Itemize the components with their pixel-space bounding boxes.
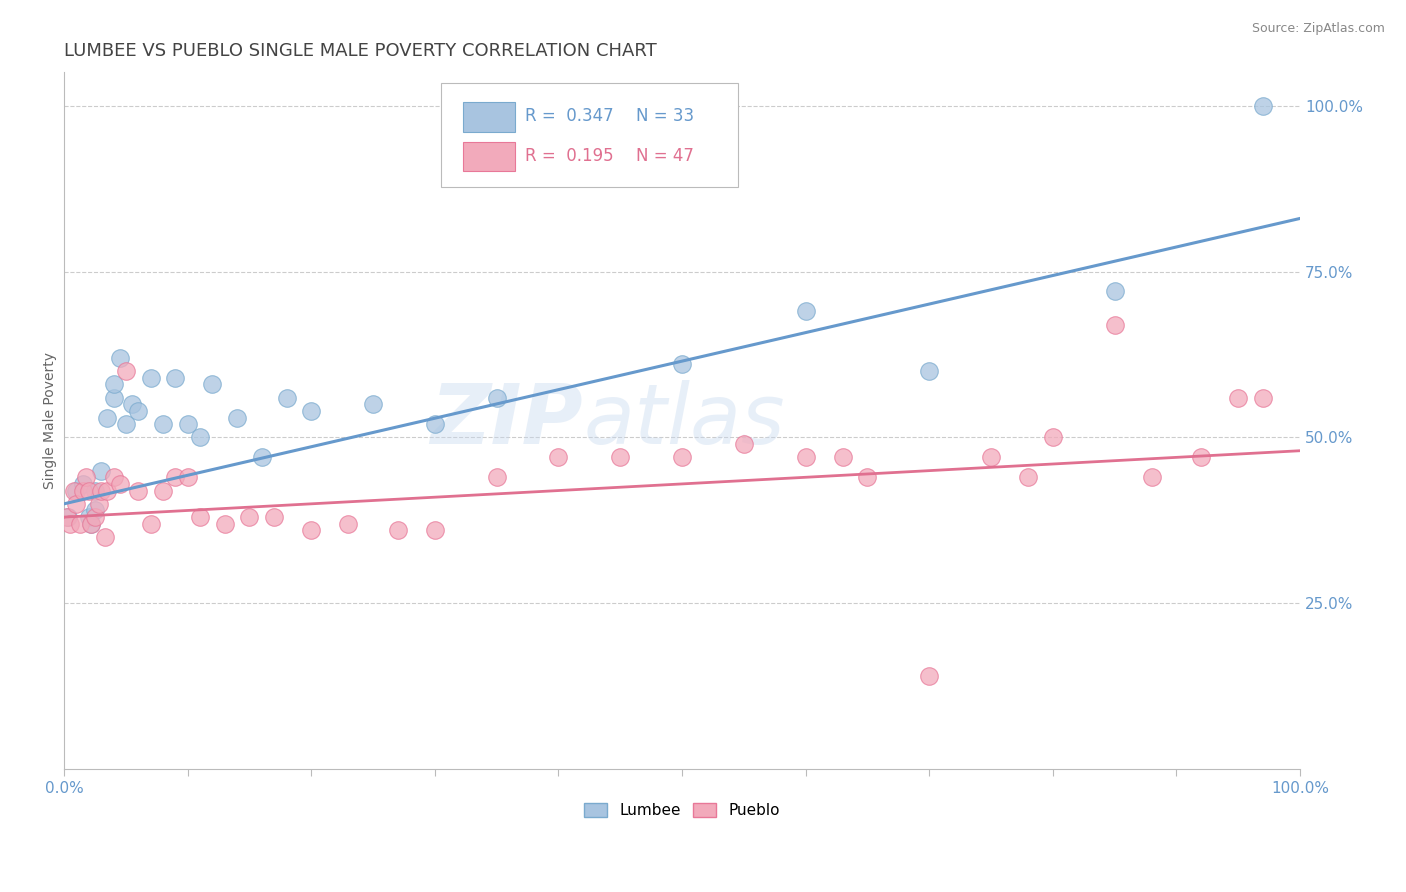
Point	[1104, 318, 1126, 332]
Point	[87, 497, 110, 511]
Point	[72, 483, 94, 498]
Point	[84, 510, 107, 524]
Point	[80, 516, 103, 531]
Point	[609, 450, 631, 465]
FancyBboxPatch shape	[441, 83, 738, 187]
FancyBboxPatch shape	[464, 103, 515, 132]
Point	[96, 483, 118, 498]
Point	[214, 516, 236, 531]
Point	[176, 417, 198, 432]
Point	[115, 364, 138, 378]
Point	[96, 410, 118, 425]
Text: ZIP: ZIP	[430, 380, 583, 461]
Point	[1189, 450, 1212, 465]
Point	[387, 524, 409, 538]
Point	[1227, 391, 1250, 405]
Point	[72, 477, 94, 491]
Point	[276, 391, 298, 405]
Point	[103, 470, 125, 484]
Point	[152, 417, 174, 432]
Point	[201, 377, 224, 392]
Point	[108, 351, 131, 365]
Point	[90, 464, 112, 478]
Point	[84, 483, 107, 498]
Text: N = 33: N = 33	[637, 107, 695, 126]
Text: LUMBEE VS PUEBLO SINGLE MALE POVERTY CORRELATION CHART: LUMBEE VS PUEBLO SINGLE MALE POVERTY COR…	[65, 42, 657, 60]
Point	[90, 483, 112, 498]
Point	[69, 516, 91, 531]
Point	[188, 510, 211, 524]
Point	[59, 516, 82, 531]
Point	[856, 470, 879, 484]
Point	[65, 483, 87, 498]
Point	[80, 516, 103, 531]
Point	[115, 417, 138, 432]
Text: atlas: atlas	[583, 380, 785, 461]
Point	[733, 437, 755, 451]
Point	[176, 470, 198, 484]
Text: Source: ZipAtlas.com: Source: ZipAtlas.com	[1251, 22, 1385, 36]
Point	[547, 450, 569, 465]
Point	[1140, 470, 1163, 484]
Point	[1104, 285, 1126, 299]
Point	[671, 450, 693, 465]
Point	[299, 524, 322, 538]
Text: R =  0.195: R = 0.195	[524, 147, 613, 165]
Point	[423, 524, 446, 538]
Point	[139, 516, 162, 531]
Y-axis label: Single Male Poverty: Single Male Poverty	[44, 352, 58, 490]
Point	[238, 510, 260, 524]
Point	[188, 430, 211, 444]
Point	[77, 483, 100, 498]
Point	[139, 370, 162, 384]
Point	[794, 450, 817, 465]
Point	[337, 516, 360, 531]
Point	[77, 510, 100, 524]
Point	[103, 391, 125, 405]
Point	[671, 358, 693, 372]
Point	[250, 450, 273, 465]
Point	[63, 483, 86, 498]
Point	[94, 530, 117, 544]
Point	[55, 510, 77, 524]
Point	[65, 497, 87, 511]
Point	[918, 364, 941, 378]
Legend: Lumbee, Pueblo: Lumbee, Pueblo	[578, 797, 786, 824]
Point	[831, 450, 853, 465]
Point	[361, 397, 384, 411]
Point	[56, 510, 79, 524]
Point	[263, 510, 285, 524]
Point	[75, 470, 97, 484]
FancyBboxPatch shape	[464, 142, 515, 171]
Point	[1251, 98, 1274, 112]
Point	[108, 477, 131, 491]
Point	[103, 377, 125, 392]
Point	[485, 470, 508, 484]
Point	[165, 370, 187, 384]
Point	[485, 391, 508, 405]
Point	[165, 470, 187, 484]
Point	[84, 503, 107, 517]
Point	[423, 417, 446, 432]
Point	[1042, 430, 1064, 444]
Point	[794, 304, 817, 318]
Point	[152, 483, 174, 498]
Text: R =  0.347: R = 0.347	[524, 107, 613, 126]
Text: N = 47: N = 47	[637, 147, 695, 165]
Point	[127, 483, 149, 498]
Point	[1251, 391, 1274, 405]
Point	[121, 397, 143, 411]
Point	[127, 404, 149, 418]
Point	[980, 450, 1002, 465]
Point	[299, 404, 322, 418]
Point	[226, 410, 249, 425]
Point	[1017, 470, 1039, 484]
Point	[918, 669, 941, 683]
